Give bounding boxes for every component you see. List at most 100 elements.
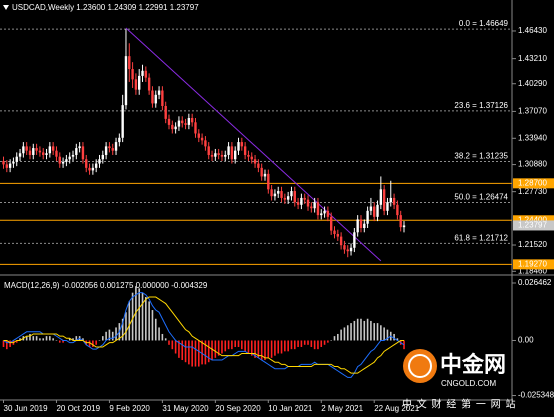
macd-bar — [184, 340, 187, 363]
candle-body — [386, 202, 389, 211]
macd-bar — [88, 340, 91, 347]
x-tick-label: 31 May 2020 — [162, 404, 209, 413]
candle-body — [320, 213, 323, 216]
macd-bar — [111, 331, 114, 341]
candle-body — [81, 146, 85, 160]
candle-body — [343, 245, 346, 250]
macd-bar — [98, 340, 101, 341]
y-tick-label: 1.37070 — [518, 107, 547, 116]
candle-body — [214, 153, 217, 157]
macd-bar — [32, 336, 35, 341]
candle-body — [267, 173, 270, 190]
candle-body — [392, 197, 396, 205]
macd-bar — [92, 340, 94, 347]
candle-body — [71, 154, 75, 157]
price-level-label: 1.19270 — [518, 259, 547, 268]
y-tick-label: 0.00 — [518, 336, 534, 345]
macd-bar — [75, 336, 78, 341]
macd-bar — [307, 340, 309, 345]
macd-bar — [72, 338, 74, 341]
candle-body — [38, 150, 42, 153]
macd-bar — [330, 340, 332, 341]
candle-body — [382, 189, 386, 211]
candle-body — [194, 122, 197, 134]
macd-bar — [161, 333, 164, 341]
candle-body — [61, 161, 65, 164]
macd-bar — [241, 340, 243, 350]
candle-body — [396, 204, 399, 216]
candle-body — [346, 249, 349, 252]
macd-bar — [234, 340, 236, 347]
macd-bar — [62, 340, 64, 343]
macd-bar — [204, 340, 207, 365]
macd-bar — [201, 340, 203, 365]
watermark-logo-text: 中金网 — [440, 352, 506, 377]
candle-body — [88, 167, 91, 171]
macd-bar — [396, 338, 399, 341]
candle-body — [227, 146, 230, 155]
candle-body — [25, 146, 28, 151]
macd-bar — [350, 323, 352, 341]
macd-bar — [58, 340, 61, 343]
candle-body — [230, 146, 234, 160]
candle-body — [234, 150, 237, 160]
macd-bar — [181, 340, 184, 361]
candle-body — [35, 148, 38, 151]
macd-bar — [188, 340, 190, 365]
macd-bar — [108, 329, 111, 341]
macd-bar — [313, 340, 316, 350]
candle-body — [28, 150, 32, 155]
macd-bar — [370, 320, 372, 341]
candle-body — [363, 223, 366, 229]
macd-bar — [115, 327, 117, 341]
candle-body — [224, 154, 227, 157]
x-tick-label: 22 Aug 2021 — [374, 404, 419, 413]
macd-line — [3, 292, 405, 378]
candle-body — [339, 236, 343, 246]
candle-body — [296, 202, 300, 205]
y-tick-label: 1.18460 — [518, 266, 547, 275]
macd-bar — [138, 288, 141, 341]
candle-body — [263, 173, 267, 177]
candle-body — [253, 159, 257, 164]
fib-label: 50.0 = 1.26474 — [454, 193, 508, 202]
candle-body — [75, 148, 78, 155]
candle-body — [85, 159, 88, 168]
macd-bar — [366, 318, 369, 341]
macd-bar — [343, 327, 346, 341]
candle-body — [131, 69, 134, 80]
macd-bar — [300, 340, 303, 347]
candle-body — [217, 153, 220, 155]
candle-body — [184, 123, 187, 125]
candle-body — [273, 193, 277, 197]
menu-triangle[interactable] — [3, 5, 9, 10]
macd-bar — [128, 301, 131, 341]
candle-body — [164, 105, 167, 119]
macd-bar — [95, 340, 97, 345]
x-tick-label: 2 May 2021 — [321, 404, 363, 413]
candle-body — [293, 191, 296, 203]
macd-bar — [356, 318, 359, 341]
macd-bar — [42, 338, 45, 341]
macd-bar — [6, 340, 8, 350]
macd-bar — [247, 340, 250, 354]
candle-body — [326, 210, 330, 217]
macd-bar — [9, 340, 11, 347]
candle-body — [154, 94, 157, 104]
macd-bar — [340, 329, 342, 341]
macd-bar — [287, 340, 289, 352]
candle-body — [167, 118, 171, 125]
macd-bar — [194, 340, 197, 367]
candle-body — [373, 206, 376, 217]
macd-bar — [55, 340, 58, 341]
candle-body — [270, 189, 273, 197]
macd-bar — [380, 325, 382, 341]
macd-bar — [317, 340, 319, 350]
candle-body — [283, 197, 287, 200]
candle-body — [118, 137, 121, 143]
macd-bar — [346, 325, 349, 341]
macd-bar — [164, 338, 167, 341]
candle-body — [111, 148, 114, 151]
candle-body — [124, 56, 128, 106]
candle-body — [144, 70, 148, 78]
